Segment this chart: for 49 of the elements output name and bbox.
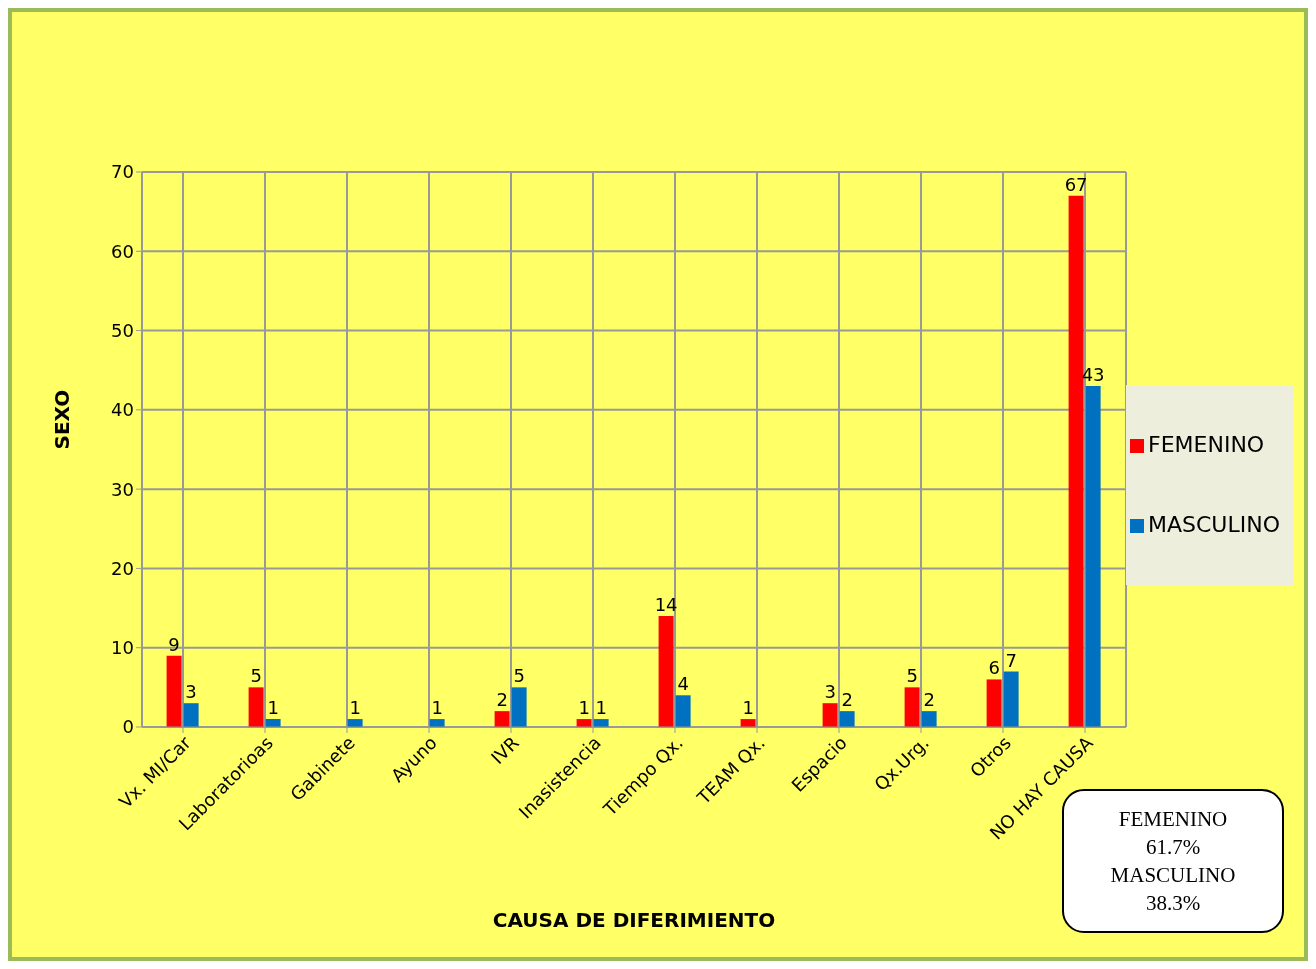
x-axis-title: CAUSA DE DIFERIMIENTO: [492, 908, 776, 932]
data-label: 1: [578, 697, 590, 719]
y-tick-label: 0: [122, 716, 134, 738]
y-tick-label: 40: [111, 399, 134, 421]
legend-label: FEMENINO: [1148, 431, 1265, 457]
bar: [675, 695, 691, 727]
y-tick-label: 60: [111, 240, 134, 262]
bar: [183, 703, 199, 727]
data-label: 1: [267, 697, 279, 719]
bar: [511, 687, 527, 727]
legend-label: MASCULINO: [1148, 511, 1280, 537]
bar: [921, 711, 937, 727]
bar: [839, 711, 855, 727]
y-tick-label: 70: [111, 161, 134, 183]
bar: [986, 679, 1002, 727]
bar: [494, 711, 510, 727]
data-label: 5: [906, 665, 918, 687]
data-label: 2: [923, 689, 935, 711]
data-label: 3: [185, 681, 197, 703]
data-label: 67: [1064, 173, 1088, 195]
bar: [658, 616, 674, 727]
data-label: 4: [677, 673, 689, 695]
data-label: 14: [654, 594, 678, 615]
y-tick-label: 50: [111, 319, 134, 341]
y-tick-label: 30: [111, 478, 134, 500]
bar: [1068, 195, 1084, 727]
x-tick-label: IVR: [486, 732, 523, 769]
data-label: 5: [513, 665, 525, 687]
data-label: 2: [841, 689, 853, 711]
data-label: 2: [496, 689, 508, 711]
y-axis-title: SEXO: [50, 389, 75, 450]
data-label: 1: [431, 697, 443, 719]
bar: [248, 687, 264, 727]
y-tick-label: 20: [111, 557, 134, 579]
data-label: 3: [824, 681, 836, 703]
bar: [166, 655, 182, 727]
bar: [822, 703, 838, 727]
data-label: 1: [742, 697, 754, 719]
bar: [1085, 386, 1101, 727]
y-tick-label: 10: [111, 637, 134, 659]
bar: [1003, 671, 1019, 727]
bar: [904, 687, 920, 727]
data-label: 1: [595, 697, 607, 719]
data-label: 6: [988, 657, 1000, 679]
data-label: 1: [349, 697, 361, 719]
data-label: 5: [250, 665, 262, 687]
data-label: 9: [168, 633, 180, 655]
text: FEMENINO 61.7% MASCULINO 38.3%: [1110, 807, 1236, 915]
data-label: 7: [1005, 649, 1017, 671]
